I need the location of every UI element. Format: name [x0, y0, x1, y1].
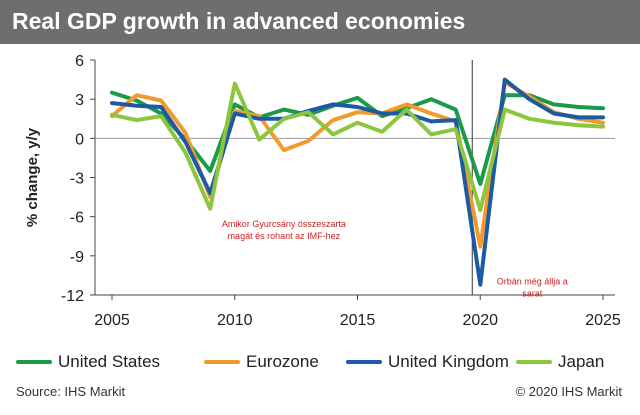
legend-item: Eurozone	[204, 352, 319, 372]
y-tick-label: -9	[70, 249, 84, 266]
legend-label: United States	[58, 352, 161, 371]
y-tick-label: 3	[75, 92, 84, 109]
y-tick-label: 6	[75, 53, 84, 70]
legend-swatch	[204, 360, 240, 364]
legend-item: Japan	[516, 352, 604, 372]
x-tick-label: 2015	[340, 312, 376, 329]
annotation-1: Amikor Gyurcsány összeszarta magát és roh…	[222, 219, 346, 241]
legend-label: United Kingdom	[388, 352, 509, 371]
legend-swatch	[516, 360, 552, 364]
y-axis-label: % change, y/y	[24, 127, 41, 227]
series-line-3	[110, 77, 605, 287]
y-tick-label: -3	[70, 171, 84, 188]
series-line-4	[110, 81, 605, 213]
title-bar: Real GDP growth in advanced economies	[0, 0, 640, 44]
legend-swatch	[346, 360, 382, 364]
legend-swatch	[16, 360, 52, 364]
annotation-2: Orbán még állja a sarat	[497, 277, 568, 299]
y-tick-label: -6	[70, 210, 84, 227]
copyright-note: © 2020 IHS Markit	[515, 384, 622, 399]
legend-label: Japan	[558, 352, 605, 371]
chart-legend: United States Eurozone United Kingdom Japan	[16, 352, 636, 376]
chart-title: Real GDP growth in advanced economies	[12, 8, 466, 34]
x-tick-label: 2025	[585, 312, 621, 329]
x-tick-label: 2010	[217, 312, 253, 329]
legend-label: Eurozone	[246, 352, 319, 371]
x-tick-label: 2020	[462, 312, 498, 329]
x-tick-label: 2005	[94, 312, 130, 329]
y-tick-label: -12	[61, 288, 84, 305]
legend-item: United States	[16, 352, 160, 372]
source-note: Source: IHS Markit	[16, 384, 126, 399]
y-tick-label: 0	[75, 131, 84, 148]
legend-item: United Kingdom	[346, 352, 509, 372]
